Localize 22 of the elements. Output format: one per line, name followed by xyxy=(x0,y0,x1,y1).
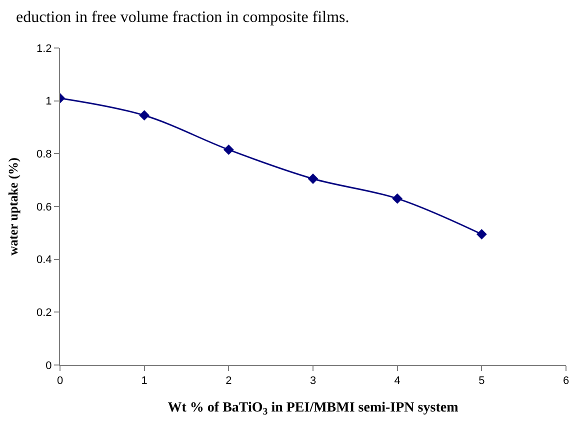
x-tick-label: 1 xyxy=(141,375,148,388)
point xyxy=(223,144,234,155)
y-tick-label: 0.8 xyxy=(36,148,52,161)
y-tick-label: 1 xyxy=(46,96,52,108)
point xyxy=(308,174,318,184)
x-tick-label: 3 xyxy=(310,375,316,388)
point xyxy=(139,110,150,121)
x-tick-label: 5 xyxy=(478,375,485,388)
x-tick-label: 0 xyxy=(56,375,64,388)
y-axis-title: water uptake (%) xyxy=(5,158,20,256)
x-axis-title: Wt % of BaTiO$_{3}$ in PEI/MBMI semi-IPN system xyxy=(168,400,459,418)
y-tick-label: 1.2 xyxy=(36,42,52,55)
text: eduction in free volume fraction in composite films. xyxy=(16,9,350,26)
x-tick-label: 6 xyxy=(562,375,570,388)
x-tick-label: 4 xyxy=(394,375,400,388)
point xyxy=(392,193,403,204)
y-tick-label: 0.4 xyxy=(36,254,52,266)
y-tick-label: 0 xyxy=(46,360,52,372)
x-tick-label: 2 xyxy=(226,375,232,388)
y-tick-label: 0.2 xyxy=(36,307,52,320)
point xyxy=(476,229,487,240)
y-tick-label: 0.6 xyxy=(36,201,52,214)
